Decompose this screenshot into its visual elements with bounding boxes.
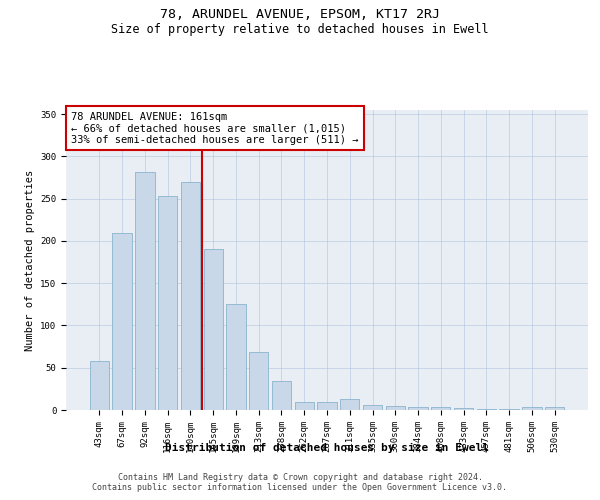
Text: 78 ARUNDEL AVENUE: 161sqm
← 66% of detached houses are smaller (1,015)
33% of se: 78 ARUNDEL AVENUE: 161sqm ← 66% of detac… — [71, 112, 359, 144]
Bar — [135, 172, 155, 410]
Text: Distribution of detached houses by size in Ewell: Distribution of detached houses by size … — [165, 442, 489, 452]
Bar — [386, 406, 405, 410]
Text: 78, ARUNDEL AVENUE, EPSOM, KT17 2RJ: 78, ARUNDEL AVENUE, EPSOM, KT17 2RJ — [160, 8, 440, 20]
Bar — [340, 399, 359, 410]
Bar — [363, 405, 382, 410]
Bar — [431, 408, 451, 410]
Text: Size of property relative to detached houses in Ewell: Size of property relative to detached ho… — [111, 22, 489, 36]
Bar — [317, 402, 337, 410]
Bar — [409, 408, 428, 410]
Bar — [522, 406, 542, 410]
Bar — [249, 352, 268, 410]
Y-axis label: Number of detached properties: Number of detached properties — [25, 170, 35, 350]
Bar — [112, 232, 132, 410]
Bar — [226, 304, 245, 410]
Bar — [203, 250, 223, 410]
Bar — [90, 361, 109, 410]
Bar — [181, 182, 200, 410]
Text: Contains public sector information licensed under the Open Government Licence v3: Contains public sector information licen… — [92, 482, 508, 492]
Bar — [272, 382, 291, 410]
Bar — [545, 406, 564, 410]
Bar — [454, 408, 473, 410]
Bar — [158, 196, 178, 410]
Bar — [295, 402, 314, 410]
Bar — [499, 409, 519, 410]
Text: Contains HM Land Registry data © Crown copyright and database right 2024.: Contains HM Land Registry data © Crown c… — [118, 472, 482, 482]
Bar — [476, 409, 496, 410]
